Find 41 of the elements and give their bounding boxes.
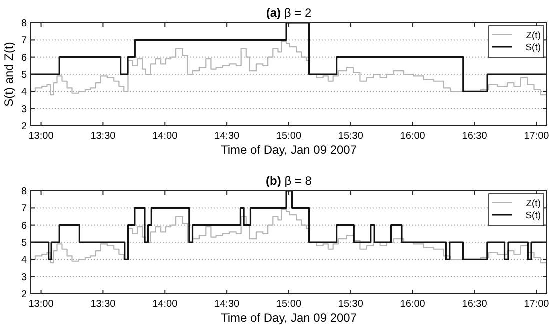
x-tick-label: 13:00 (28, 131, 54, 142)
x-tick-label: 16:00 (400, 299, 426, 310)
x-tick-label: 16:00 (400, 131, 426, 142)
x-tick-label: 15:30 (338, 299, 364, 310)
x-tick-label: 16:30 (462, 299, 488, 310)
x-tick-label: 14:30 (214, 131, 240, 142)
x-tick-label: 14:30 (214, 299, 240, 310)
y-tick-label: 7 (21, 36, 28, 47)
x-tick-label: 13:30 (90, 131, 116, 142)
y-tick-label: 3 (21, 272, 28, 284)
y-tick-label: 2 (21, 290, 28, 300)
x-tick-label: 15:00 (276, 299, 302, 310)
y-tick-label: 6 (21, 52, 28, 64)
x-tick-label: 14:00 (152, 131, 178, 142)
y-axis-title: S(t) and Z(t) (2, 42, 16, 107)
x-tick-label: 15:30 (338, 131, 364, 142)
legend-label: Z(t) (526, 198, 541, 210)
y-tick-label: 6 (21, 220, 28, 232)
x-tick-label: 17:00 (524, 299, 549, 310)
y-tick-label: 4 (21, 87, 28, 98)
x-tick-label: 14:00 (152, 299, 178, 310)
legend-label: S(t) (526, 42, 541, 54)
x-tick-label: 16:30 (462, 131, 488, 142)
x-axis-title: Time of Day, Jan 09 2007 (220, 143, 358, 157)
y-tick-label: 8 (21, 18, 28, 30)
x-axis-title: Time of Day, Jan 09 2007 (220, 311, 358, 325)
chart-title: (a) β = 2 (266, 6, 312, 20)
x-tick-label: 13:00 (28, 299, 54, 310)
x-tick-label: 13:30 (90, 299, 116, 310)
y-tick-label: 5 (21, 70, 28, 81)
x-tick-label: 15:00 (276, 131, 302, 142)
y-tick-label: 2 (21, 122, 28, 132)
chart-title: (b) β = 8 (266, 174, 312, 188)
x-tick-label: 17:00 (524, 131, 549, 142)
y-tick-label: 4 (21, 255, 28, 266)
y-tick-label: 8 (21, 186, 28, 198)
y-tick-label: 5 (21, 238, 28, 249)
y-tick-label: 7 (21, 204, 28, 215)
legend-label: S(t) (526, 210, 541, 222)
y-tick-label: 3 (21, 104, 28, 116)
legend-label: Z(t) (526, 30, 541, 42)
